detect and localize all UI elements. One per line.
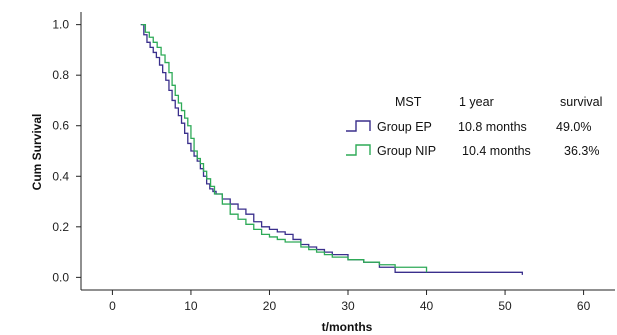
legend-header-survival: survival [560,95,602,109]
legend-survival-group-ep: 49.0% [556,120,591,134]
x-axis-title: t/months [322,320,373,334]
y-tick-label: 1.0 [52,18,69,32]
legend-header-mst: MST [395,95,422,109]
x-tick-label: 0 [109,299,116,313]
y-tick-label: 0.2 [52,220,69,234]
legend: MST 1 year survival Group EP 10.8 months… [346,95,602,158]
legend-label-group-nip: Group NIP [377,144,436,158]
y-tick-label: 0.8 [52,68,69,82]
x-tick-label: 10 [184,299,198,313]
series-layer [140,23,523,275]
legend-mst-group-ep: 10.8 months [458,120,527,134]
y-ticks: 0.0 0.2 0.4 0.6 0.8 1.0 [52,18,81,284]
x-ticks: 0 10 20 30 40 50 60 [109,290,591,313]
series-line-group-nip [141,23,428,273]
legend-survival-group-nip: 36.3% [564,144,599,158]
series-line-group-ep [140,23,523,275]
y-tick-label: 0.6 [52,119,69,133]
x-tick-label: 30 [341,299,355,313]
x-tick-label: 50 [498,299,512,313]
legend-symbol-group-nip [346,144,371,156]
legend-symbol-group-ep [346,120,371,132]
x-tick-label: 20 [263,299,277,313]
y-axis-title: Cum Survival [30,114,44,191]
legend-header-one-year: 1 year [459,95,494,109]
legend-label-group-ep: Group EP [377,120,432,134]
y-tick-label: 0.4 [52,169,69,183]
legend-mst-group-nip: 10.4 months [462,144,531,158]
y-tick-label: 0.0 [52,270,69,284]
x-tick-label: 40 [420,299,434,313]
x-tick-label: 60 [577,299,591,313]
